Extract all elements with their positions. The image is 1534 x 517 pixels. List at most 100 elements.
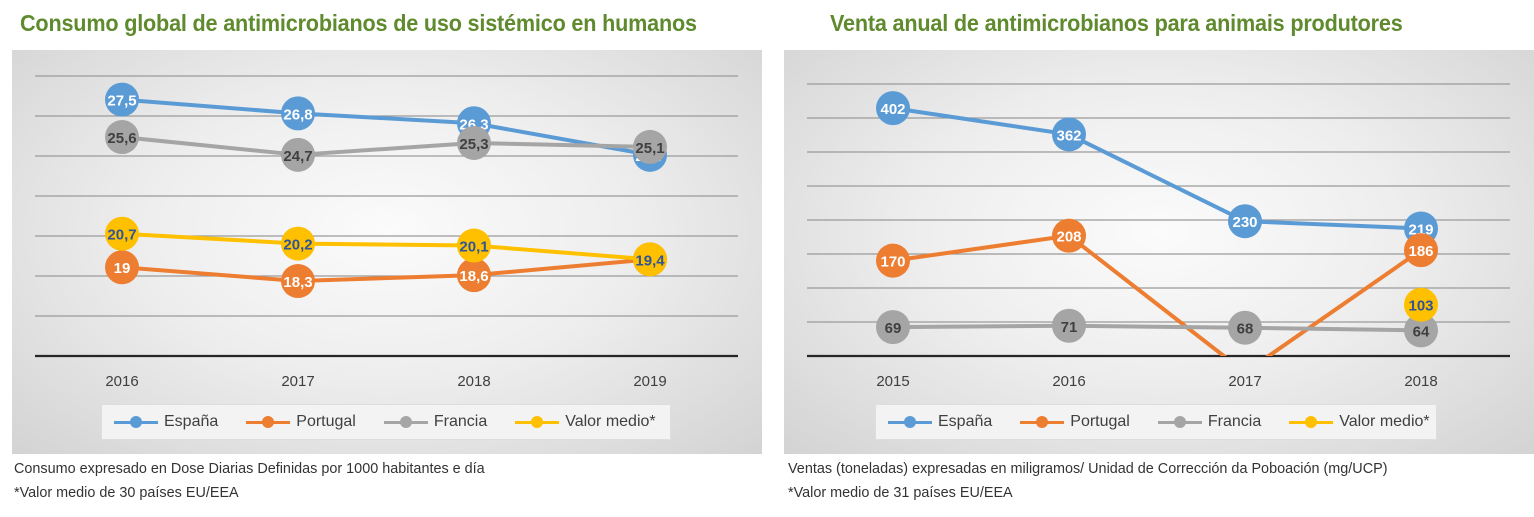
legend-label: Valor medio*: [565, 413, 656, 430]
x-tick-label: 2016: [105, 373, 138, 390]
chart-note-units: Ventas (toneladas) expresadas en miligra…: [788, 460, 1388, 477]
legend-label: Portugal: [1070, 413, 1130, 430]
series-line-portugal: [296, 273, 476, 284]
data-point-francia: [457, 125, 491, 160]
series-line-francia: [296, 140, 476, 157]
x-tick-label: 2015: [876, 373, 909, 390]
data-point-francia: [281, 137, 315, 172]
legend-swatch-espana: [888, 416, 932, 428]
series-line-portugal: [891, 233, 1071, 263]
data-label-valor-medio: 20,2: [283, 237, 312, 254]
x-tick-label: 2018: [457, 373, 490, 390]
series-line-espana: [296, 111, 476, 126]
legend-item-francia: Francia: [1157, 413, 1261, 431]
series-line-francia: [472, 140, 652, 149]
legend-item-valor-medio: Valor medio*: [1289, 413, 1430, 431]
data-point-valor-medio: [1404, 287, 1438, 322]
series-line-valor-medio: [296, 241, 476, 248]
series-line-espana: [472, 121, 652, 157]
data-label-portugal: 170: [880, 254, 905, 271]
data-label-espana: 27,5: [107, 93, 136, 110]
data-label-francia: 25,1: [635, 140, 664, 157]
data-point-francia: [1052, 308, 1086, 343]
data-point-espana: [1052, 117, 1086, 152]
chart-legend: España Portugal Francia Valor medio*: [875, 404, 1437, 440]
data-point-francia: [1404, 313, 1438, 348]
series-line-francia: [891, 323, 1071, 330]
data-label-francia: 24,7: [283, 148, 312, 165]
legend-swatch-portugal: [246, 416, 291, 428]
series-line-valor-medio: [120, 231, 300, 246]
data-point-valor-medio: [105, 216, 139, 251]
data-label-portugal: 19: [114, 260, 131, 277]
data-label-valor-medio: 103: [1408, 298, 1433, 315]
data-point-valor-medio: [281, 226, 315, 261]
data-label-francia: 25,3: [459, 136, 488, 153]
legend-label: España: [164, 413, 219, 430]
data-label-francia: 71: [1061, 319, 1078, 336]
data-label-portugal: 208: [1056, 229, 1081, 246]
series-line-francia: [1067, 323, 1247, 330]
data-label-francia: 64: [1413, 323, 1430, 340]
series-line-espana: [1243, 219, 1423, 231]
data-label-espana: 219: [1408, 221, 1433, 238]
series-line-espana: [1067, 132, 1247, 224]
legend-item-espana: España: [888, 413, 992, 431]
data-label-francia: 69: [885, 320, 902, 337]
data-label-francia: 68: [1237, 321, 1254, 338]
data-label-espana: 230: [1232, 214, 1257, 231]
series-line-portugal: [472, 257, 652, 278]
data-label-valor-medio: 19,4: [635, 252, 665, 269]
legend-swatch-valor-medio: [1289, 416, 1334, 428]
chart-note-average: *Valor medio de 31 países EU/EEA: [788, 484, 1013, 501]
data-point-francia: [876, 310, 910, 345]
x-tick-label: 2018: [1404, 373, 1437, 390]
legend-item-francia: Francia: [383, 413, 488, 431]
data-point-portugal: [105, 250, 139, 285]
x-tick-label: 2016: [1052, 373, 1085, 390]
data-point-espana: [876, 91, 910, 126]
data-point-espana: [105, 82, 139, 117]
data-label-espana: 26,8: [283, 106, 312, 123]
data-point-valor-medio: [633, 242, 667, 277]
legend-label: España: [938, 413, 993, 430]
series-line-francia: [1243, 325, 1423, 333]
data-label-portugal: 186: [1408, 243, 1433, 260]
series-line-portugal: [1067, 233, 1228, 356]
legend-item-valor-medio: Valor medio*: [515, 413, 656, 431]
data-label-portugal: 18,6: [459, 268, 488, 285]
line-chart-humanos: 201620172018201927,526,826,324,71918,318…: [35, 75, 738, 390]
legend-label: Francia: [433, 413, 488, 430]
series-line-francia: [120, 135, 300, 157]
data-point-francia: [105, 120, 139, 155]
x-tick-label: 2017: [281, 373, 314, 390]
legend-label: Portugal: [296, 413, 356, 430]
legend-item-portugal: Portugal: [246, 413, 356, 431]
data-point-portugal: [1404, 233, 1438, 268]
data-label-francia: 25,6: [107, 130, 136, 147]
data-point-espana: [1228, 204, 1262, 239]
legend-label: Valor medio*: [1339, 413, 1430, 430]
legend-item-espana: España: [114, 413, 218, 431]
x-tick-label: 2019: [633, 373, 666, 390]
series-line-valor-medio: [472, 243, 652, 262]
series-line-espana: [120, 97, 300, 116]
series-line-portugal: [120, 265, 300, 284]
chart-title: Consumo global de antimicrobianos de uso…: [20, 10, 697, 36]
data-label-portugal: 18,3: [283, 274, 312, 291]
legend-swatch-francia: [383, 416, 428, 428]
chart-note-average: *Valor medio de 30 países EU/EEA: [14, 484, 239, 501]
data-label-espana: 362: [1056, 127, 1081, 144]
chart-title: Venta anual de antimicrobianos para anim…: [830, 10, 1403, 36]
legend-swatch-espana: [114, 416, 158, 428]
data-label-valor-medio: 20,1: [459, 239, 488, 256]
data-point-espana: [281, 96, 315, 131]
data-label-espana: 402: [880, 101, 905, 118]
legend-swatch-francia: [1157, 416, 1202, 428]
data-point-francia: [1228, 310, 1262, 345]
chart-panel-humanos: 201620172018201927,526,826,324,71918,318…: [0, 0, 762, 517]
data-point-portugal: [1052, 218, 1086, 253]
data-point-portugal: [876, 243, 910, 278]
data-point-portugal: [457, 258, 491, 293]
chart-panel-animais: 2015 2016 2017 2018 402 362 230 219 170 208 186 69 7…: [772, 0, 1534, 517]
